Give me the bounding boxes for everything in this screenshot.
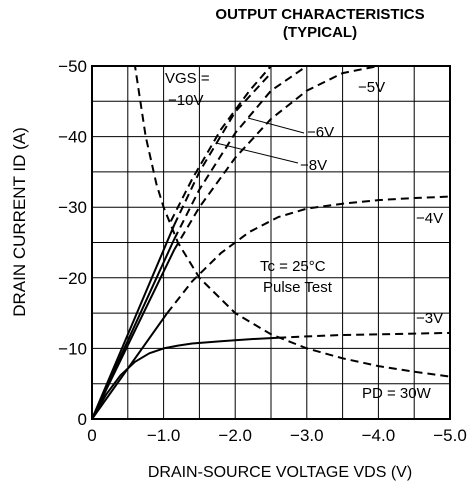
series-line xyxy=(91,336,279,420)
leader-8v xyxy=(215,142,299,164)
label-leaders xyxy=(215,117,305,164)
vgs-label: VGS = xyxy=(165,70,210,87)
series-line xyxy=(91,224,176,420)
vgs-8v-label: −8V xyxy=(300,157,327,174)
vgs-10v-label: −10V xyxy=(168,92,203,109)
y-tick-label: −20 xyxy=(58,269,87,288)
y-tick-label: 0 xyxy=(78,410,87,429)
vgs-3v-label: −3V xyxy=(416,310,443,327)
y-tick-label: −30 xyxy=(58,198,87,217)
x-axis-label: DRAIN-SOURCE VOLTAGE VDS (V) xyxy=(147,464,413,481)
grid xyxy=(92,66,450,419)
x-tick-label: −4.0 xyxy=(362,426,396,445)
series-line xyxy=(278,331,451,339)
vgs-4v-label: −4V xyxy=(416,210,443,227)
pd-label: PD = 30W xyxy=(362,385,432,402)
vgs-6v-label: −6V xyxy=(307,124,334,141)
series-line xyxy=(166,195,451,314)
series-line xyxy=(173,65,379,251)
x-tick-label: −5.0 xyxy=(433,426,467,445)
series-line xyxy=(91,312,169,420)
y-tick-label: −50 xyxy=(58,57,87,76)
series-line xyxy=(131,65,451,378)
curves xyxy=(91,65,451,420)
series-line xyxy=(173,72,272,226)
y-tick-label: −40 xyxy=(58,128,87,147)
x-tick-label: −1.0 xyxy=(147,426,181,445)
chart-subtitle: (TYPICAL) xyxy=(282,24,358,41)
leader-6v xyxy=(247,117,305,134)
vgs-5v-label: −5V xyxy=(358,79,385,96)
series-line xyxy=(169,65,272,222)
x-tick-label: 0 xyxy=(87,426,96,445)
curve-labels: VGS = −10V −5V −6V −8V −4V −3V Tc = 25°C… xyxy=(165,70,443,402)
series-line xyxy=(173,65,308,240)
plot-frame xyxy=(91,65,451,420)
x-tick-label: −2.0 xyxy=(218,426,252,445)
x-tick-label: −3.0 xyxy=(290,426,324,445)
tc-label: Tc = 25°C xyxy=(260,258,326,275)
chart-title: OUTPUT CHARACTERISTICS xyxy=(215,6,425,23)
pulse-test-label: Pulse Test xyxy=(263,279,333,296)
y-tick-label: −10 xyxy=(58,339,87,358)
tick-labels: 0 −1.0 −2.0 −3.0 −4.0 −5.0 0 −10 −20 −30 −40 −50 xyxy=(58,57,467,445)
